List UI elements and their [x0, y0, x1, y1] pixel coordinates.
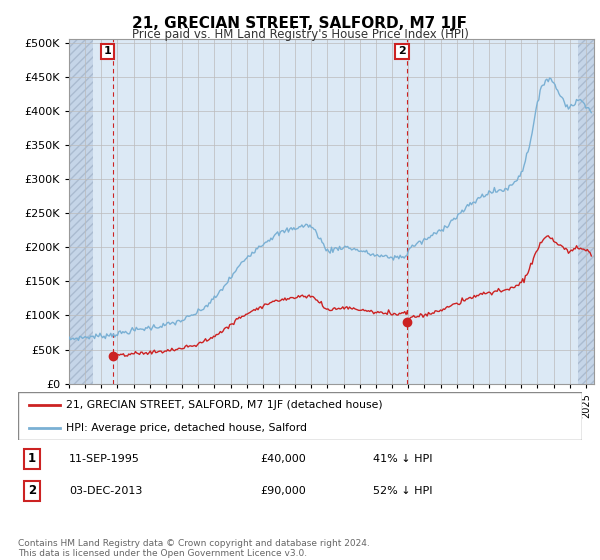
FancyBboxPatch shape — [18, 392, 582, 440]
Text: £90,000: £90,000 — [260, 486, 306, 496]
Text: HPI: Average price, detached house, Salford: HPI: Average price, detached house, Salf… — [66, 423, 307, 433]
Text: 21, GRECIAN STREET, SALFORD, M7 1JF: 21, GRECIAN STREET, SALFORD, M7 1JF — [133, 16, 467, 31]
Text: 11-SEP-1995: 11-SEP-1995 — [69, 454, 140, 464]
Text: 1: 1 — [28, 452, 36, 465]
Text: 2: 2 — [28, 484, 36, 497]
Text: Contains HM Land Registry data © Crown copyright and database right 2024.
This d: Contains HM Land Registry data © Crown c… — [18, 539, 370, 558]
Text: 2: 2 — [398, 46, 406, 57]
Bar — [578, 36, 600, 384]
Text: 03-DEC-2013: 03-DEC-2013 — [69, 486, 142, 496]
Text: Price paid vs. HM Land Registry's House Price Index (HPI): Price paid vs. HM Land Registry's House … — [131, 28, 469, 41]
Bar — [69, 36, 93, 384]
Text: 21, GRECIAN STREET, SALFORD, M7 1JF (detached house): 21, GRECIAN STREET, SALFORD, M7 1JF (det… — [66, 400, 383, 410]
Text: 1: 1 — [104, 46, 112, 57]
Text: 52% ↓ HPI: 52% ↓ HPI — [373, 486, 433, 496]
Text: 41% ↓ HPI: 41% ↓ HPI — [373, 454, 433, 464]
Text: £40,000: £40,000 — [260, 454, 306, 464]
